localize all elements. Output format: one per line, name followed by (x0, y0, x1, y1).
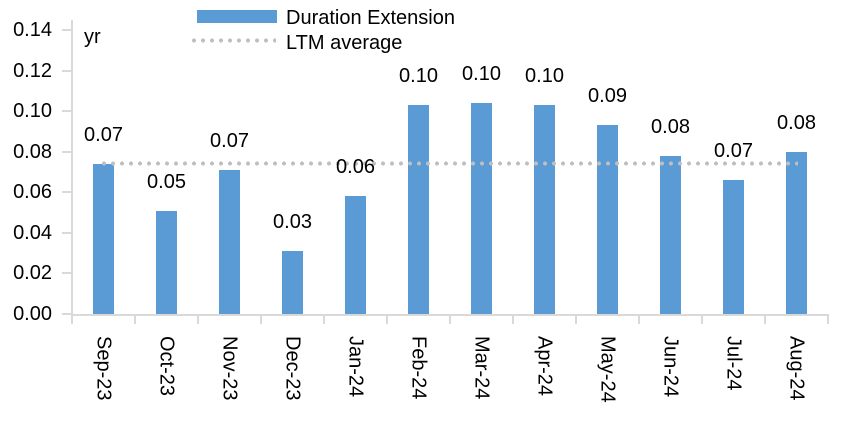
y-axis-line (71, 20, 73, 316)
x-tick-label: Jun-24 (659, 336, 682, 398)
x-tick-mark (197, 316, 199, 324)
bar-value-label: 0.03 (273, 211, 312, 234)
x-tick-mark (449, 316, 451, 324)
bar-value-label: 0.10 (525, 65, 564, 88)
x-tick-label: Jul-24 (722, 336, 745, 391)
y-tick-label: 0.12 (13, 59, 52, 82)
x-tick-label: Apr-24 (533, 336, 556, 397)
x-axis-line (71, 314, 829, 316)
x-tick-label: Mar-24 (470, 336, 493, 400)
x-tick-mark (260, 316, 262, 324)
bar-value-label: 0.10 (462, 63, 501, 86)
x-tick-label: Sep-23 (92, 336, 115, 401)
x-tick-mark (764, 316, 766, 324)
y-tick-label: 0.04 (13, 221, 52, 244)
bar-dec-23 (282, 251, 303, 314)
x-tick-mark (134, 316, 136, 324)
x-tick-mark (638, 316, 640, 324)
bar-value-label: 0.06 (336, 156, 375, 179)
x-tick-mark (71, 316, 73, 324)
legend-dotted-line-swatch (190, 38, 276, 43)
y-tick-label: 0.00 (13, 303, 52, 325)
bar-nov-23 (219, 169, 240, 314)
y-tick-mark (62, 29, 72, 31)
x-tick-label: Nov-23 (218, 336, 241, 401)
y-tick-mark (62, 69, 72, 72)
x-tick-mark (386, 316, 388, 324)
legend-label-duration-extension: Duration Extension (286, 7, 455, 29)
bar-jun-24 (660, 155, 681, 314)
bar-value-label: 0.07 (84, 123, 123, 146)
y-tick-mark (62, 231, 72, 234)
x-tick-label: Feb-24 (407, 336, 430, 400)
bar-mar-24 (471, 103, 492, 314)
y-tick-label: 0.06 (13, 181, 52, 204)
y-tick-mark (62, 110, 72, 113)
bar-may-24 (597, 125, 618, 314)
bar-value-label: 0.07 (210, 129, 249, 152)
x-tick-mark (827, 316, 829, 324)
x-tick-label: Jan-24 (344, 336, 367, 398)
bar-value-label: 0.05 (147, 170, 186, 193)
x-tick-label: Aug-24 (785, 336, 808, 401)
x-tick-label: May-24 (596, 336, 619, 403)
bar-sep-23 (93, 163, 114, 314)
y-tick-label: 0.10 (13, 100, 52, 123)
y-tick-mark (62, 191, 72, 194)
bar-oct-23 (156, 210, 177, 314)
bar-value-label: 0.08 (777, 111, 816, 134)
y-tick-mark (62, 272, 72, 275)
y-tick-label: 0.14 (13, 19, 52, 41)
bar-jul-24 (723, 180, 744, 314)
legend-bar-swatch (197, 10, 277, 23)
y-axis-unit-label: yr (84, 26, 101, 48)
bar-apr-24 (534, 105, 555, 314)
bar-value-label: 0.08 (651, 115, 690, 138)
bar-value-label: 0.07 (714, 140, 753, 163)
y-tick-label: 0.02 (13, 262, 52, 285)
bar-value-label: 0.09 (588, 85, 627, 108)
legend-label-ltm-average: LTM average (286, 32, 403, 54)
bar-feb-24 (408, 105, 429, 314)
y-tick-mark (62, 150, 72, 153)
bar-aug-24 (786, 151, 807, 314)
y-tick-mark (62, 313, 72, 315)
x-tick-mark (512, 316, 514, 324)
x-tick-mark (701, 316, 703, 324)
x-tick-label: Oct-23 (155, 336, 178, 397)
x-tick-label: Dec-23 (281, 336, 304, 401)
x-tick-mark (323, 316, 325, 324)
x-tick-mark (575, 316, 577, 324)
bar-value-label: 0.10 (399, 65, 438, 88)
ltm-average-line (100, 161, 798, 167)
y-tick-label: 0.08 (13, 140, 52, 163)
bar-jan-24 (345, 196, 366, 314)
